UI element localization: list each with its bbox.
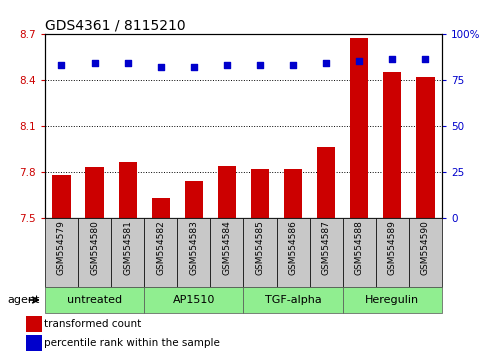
Text: GSM554589: GSM554589	[388, 220, 397, 275]
Text: GSM554583: GSM554583	[189, 220, 199, 275]
Text: GSM554579: GSM554579	[57, 220, 66, 275]
Bar	[78, 218, 111, 287]
Text: GSM554586: GSM554586	[288, 220, 298, 275]
Bar	[144, 218, 177, 287]
Bar	[177, 218, 210, 287]
Text: percentile rank within the sample: percentile rank within the sample	[44, 338, 220, 348]
Point	[124, 60, 131, 66]
Bar	[211, 218, 243, 287]
Text: untreated: untreated	[67, 295, 122, 305]
Bar	[144, 287, 243, 313]
Bar	[85, 167, 104, 218]
Bar	[52, 175, 71, 218]
Bar	[26, 335, 42, 351]
Bar	[111, 218, 144, 287]
Point	[322, 60, 330, 66]
Point	[289, 62, 297, 68]
Point	[157, 64, 165, 70]
Text: GSM554585: GSM554585	[256, 220, 265, 275]
Text: GDS4361 / 8115210: GDS4361 / 8115210	[45, 18, 185, 33]
Text: GSM554590: GSM554590	[421, 220, 430, 275]
Point	[223, 62, 231, 68]
Bar	[350, 38, 369, 218]
Text: Heregulin: Heregulin	[365, 295, 419, 305]
Bar	[276, 218, 310, 287]
Text: GSM554587: GSM554587	[322, 220, 331, 275]
Text: transformed count: transformed count	[44, 319, 141, 329]
Text: agent: agent	[8, 295, 40, 305]
Point	[256, 62, 264, 68]
Bar	[383, 72, 401, 218]
Bar	[118, 162, 137, 218]
Bar	[45, 218, 78, 287]
Bar	[284, 169, 302, 218]
Bar	[409, 218, 442, 287]
Text: GSM554584: GSM554584	[222, 220, 231, 275]
Text: GSM554581: GSM554581	[123, 220, 132, 275]
Text: TGF-alpha: TGF-alpha	[265, 295, 321, 305]
Text: AP1510: AP1510	[172, 295, 215, 305]
Bar	[185, 181, 203, 218]
Bar	[343, 218, 376, 287]
Bar	[243, 287, 343, 313]
Text: GSM554588: GSM554588	[355, 220, 364, 275]
Bar	[45, 287, 144, 313]
Point	[422, 57, 429, 62]
Bar	[343, 287, 442, 313]
Point	[388, 57, 396, 62]
Text: GSM554580: GSM554580	[90, 220, 99, 275]
Bar	[243, 218, 276, 287]
Bar	[26, 316, 42, 332]
Bar	[416, 76, 435, 218]
Text: GSM554582: GSM554582	[156, 220, 165, 275]
Bar	[251, 169, 269, 218]
Point	[57, 62, 65, 68]
Bar	[152, 198, 170, 218]
Bar	[376, 218, 409, 287]
Bar	[218, 166, 236, 218]
Point	[190, 64, 198, 70]
Bar	[310, 218, 343, 287]
Bar	[317, 147, 335, 218]
Point	[91, 60, 99, 66]
Point	[355, 58, 363, 64]
